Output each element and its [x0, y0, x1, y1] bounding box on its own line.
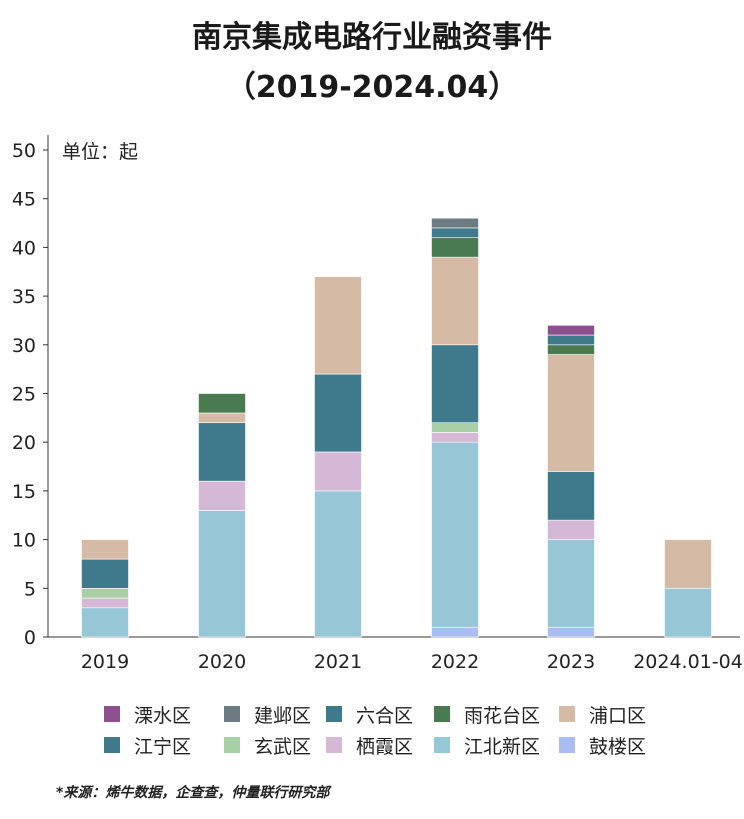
- x-tick-label: 2021: [314, 651, 362, 673]
- bar-segment: [664, 539, 712, 589]
- x-tick-label: 2020: [198, 651, 246, 673]
- unit-label: 单位：起: [62, 141, 138, 163]
- legend-label: 六合区: [356, 704, 414, 727]
- bar-segment: [664, 587, 712, 638]
- legend-swatch: [224, 737, 240, 753]
- y-tick-label: 20: [12, 432, 36, 454]
- stacked-bar-chart: 0 5 10 15 20 25 30 35 40 45 50 单位：起 2019 2020 2021 2022…: [12, 135, 743, 673]
- legend-swatch: [104, 737, 120, 753]
- legend-swatch: [224, 706, 240, 722]
- bar-segment: [547, 626, 595, 638]
- legend-label: 雨花台区: [464, 704, 541, 727]
- bar-segment: [547, 325, 595, 336]
- bar-segment: [547, 471, 595, 521]
- bar-segment: [198, 393, 246, 414]
- bar-segment: [198, 510, 246, 638]
- legend-item: 江北新区: [434, 733, 541, 758]
- legend-label: 建邺区: [254, 704, 312, 727]
- bar-segment: [314, 373, 362, 453]
- bar-segment: [431, 422, 479, 433]
- legend-swatch: [104, 706, 120, 722]
- legend-label: 溧水区: [134, 704, 192, 727]
- legend-label: 玄武区: [254, 735, 312, 758]
- bar-segment: [431, 344, 479, 424]
- y-tick-label: 40: [12, 237, 36, 259]
- bar-segment: [81, 558, 129, 589]
- bar-segment: [81, 587, 129, 599]
- y-tick-label: 15: [12, 481, 36, 503]
- bar-segment: [314, 276, 362, 375]
- legend-swatch: [326, 737, 342, 753]
- bar-segment: [547, 344, 595, 355]
- x-tick-label: 2023: [547, 651, 595, 673]
- legend-swatch: [434, 737, 450, 753]
- legend-item: 栖霞区: [326, 733, 414, 758]
- legend-swatch: [326, 706, 342, 722]
- bar-segment: [314, 451, 362, 492]
- bar-segment: [547, 539, 595, 628]
- legend-item: 建邺区: [224, 702, 312, 727]
- x-tick-label: 2022: [431, 651, 479, 673]
- y-tick-label: 35: [12, 286, 36, 308]
- legend-label: 鼓楼区: [589, 735, 647, 758]
- legend-item: 浦口区: [559, 702, 647, 727]
- bar-segment: [198, 422, 246, 482]
- y-tick-label: 50: [12, 140, 36, 162]
- bar-segment: [547, 334, 595, 346]
- legend-swatch: [559, 737, 575, 753]
- bar-segment: [431, 217, 479, 229]
- bar-segment: [81, 539, 129, 560]
- bar-segment: [431, 237, 479, 258]
- y-tick-label: 10: [12, 530, 36, 552]
- legend-item: 溧水区: [104, 702, 192, 727]
- bar-segment: [431, 441, 479, 628]
- legend-item: 六合区: [326, 702, 414, 727]
- legend-item: 鼓楼区: [559, 733, 647, 758]
- legend-swatch: [559, 706, 575, 722]
- bar-segment: [431, 626, 479, 638]
- legend-label: 江宁区: [134, 735, 192, 758]
- x-tick-label: 2024.01-04: [633, 651, 743, 673]
- legend-item: 江宁区: [104, 733, 192, 758]
- y-tick-label: 0: [24, 627, 36, 649]
- bar-segment: [81, 597, 129, 609]
- bar-segment: [198, 480, 246, 511]
- legend-item: 雨花台区: [434, 702, 541, 727]
- bar-segment: [547, 519, 595, 540]
- source-note: *来源：烯牛数据，企查查，仲量联行研究部: [56, 785, 330, 801]
- y-tick-label: 5: [24, 578, 36, 600]
- bar-segment: [198, 412, 246, 424]
- chart-subtitle: （2019-2024.04）: [225, 70, 519, 105]
- chart-title: 南京集成电路行业融资事件: [192, 20, 552, 55]
- bar-segment: [431, 256, 479, 346]
- bar-segment: [81, 607, 129, 638]
- bar-segment: [431, 432, 479, 443]
- y-tick-label: 30: [12, 335, 36, 357]
- x-tick-label: 2019: [81, 651, 129, 673]
- y-tick-label: 25: [12, 384, 36, 406]
- bar-segment: [547, 354, 595, 472]
- legend-label: 浦口区: [589, 704, 647, 727]
- y-tick-label: 45: [12, 189, 36, 211]
- bar-segment: [431, 227, 479, 238]
- bar-segment: [314, 490, 362, 638]
- legend-item: 玄武区: [224, 733, 312, 758]
- legend-label: 栖霞区: [356, 735, 414, 758]
- legend-swatch: [434, 706, 450, 722]
- legend-label: 江北新区: [464, 735, 541, 758]
